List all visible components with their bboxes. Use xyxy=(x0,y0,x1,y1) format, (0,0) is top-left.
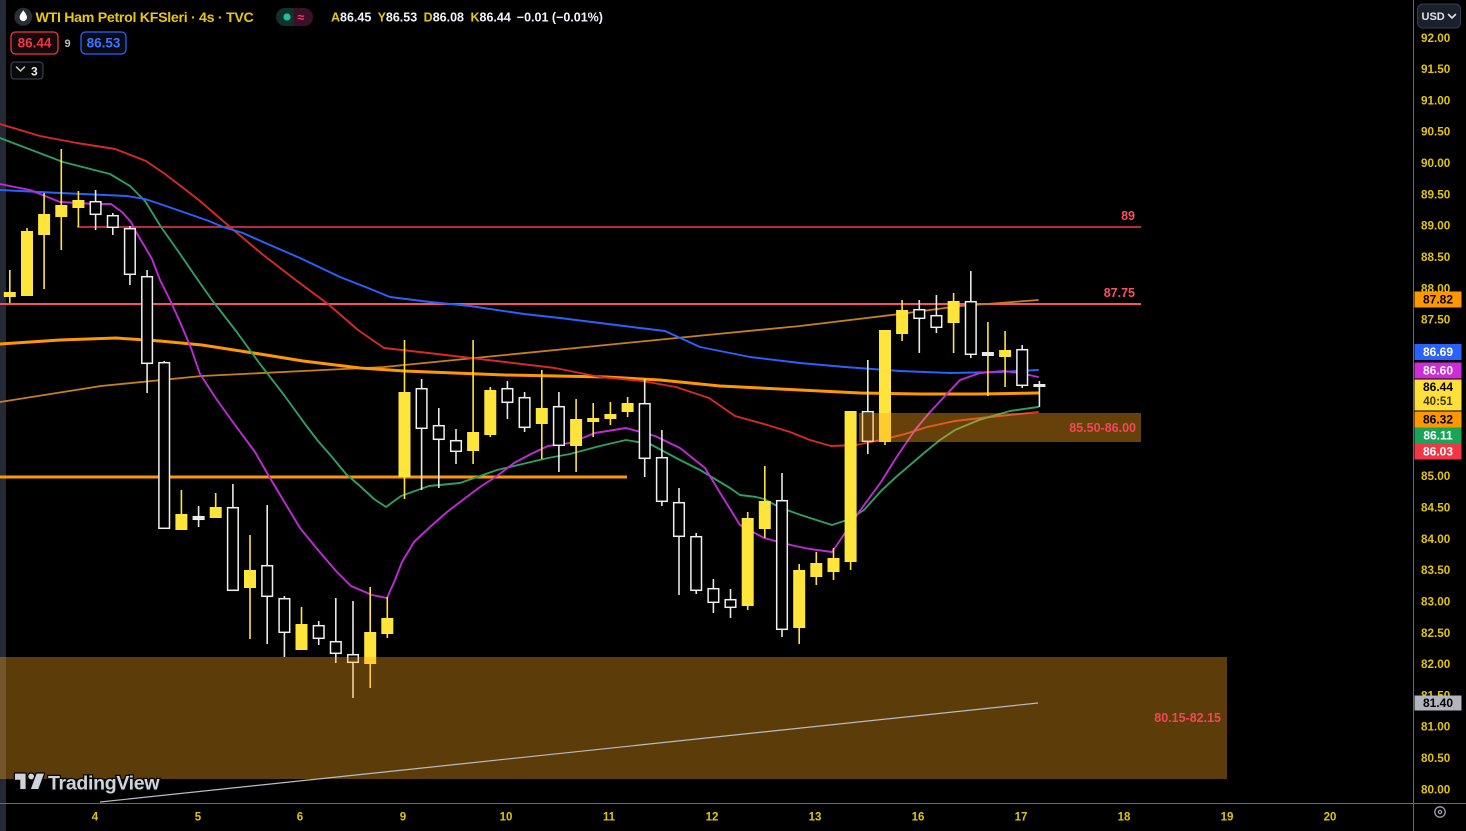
svg-text:12: 12 xyxy=(706,812,719,824)
svg-text:80.00: 80.00 xyxy=(1421,783,1451,796)
svg-text:90.50: 90.50 xyxy=(1421,126,1451,139)
svg-text:87.82: 87.82 xyxy=(1423,293,1453,307)
svg-text:9: 9 xyxy=(64,38,70,50)
svg-text:88.50: 88.50 xyxy=(1421,251,1451,264)
svg-text:84.00: 84.00 xyxy=(1421,533,1451,546)
svg-text:84.50: 84.50 xyxy=(1421,502,1451,515)
svg-text:92.00: 92.00 xyxy=(1421,32,1451,45)
svg-text:85.50-86.00: 85.50-86.00 xyxy=(1069,421,1136,435)
svg-text:18: 18 xyxy=(1118,812,1131,824)
svg-text:89: 89 xyxy=(1121,209,1135,223)
svg-text:83.50: 83.50 xyxy=(1421,564,1451,577)
svg-text:13: 13 xyxy=(809,812,822,824)
svg-text:19: 19 xyxy=(1221,812,1234,824)
svg-text:82.00: 82.00 xyxy=(1421,658,1451,671)
svg-text:86.69: 86.69 xyxy=(1423,345,1453,359)
svg-text:91.50: 91.50 xyxy=(1421,63,1451,76)
svg-text:81.00: 81.00 xyxy=(1421,721,1451,734)
svg-text:WTI Ham Petrol KFSleri · 4s ·: WTI Ham Petrol KFSleri · 4s · TVC xyxy=(36,10,254,26)
svg-text:86.44: 86.44 xyxy=(18,36,52,51)
svg-text:A86.45 Y86.53 D86.08 K86.44−0.: A86.45 Y86.53 D86.08 K86.44 −0.01 (−0.01%… xyxy=(331,10,603,24)
svg-text:86.03: 86.03 xyxy=(1423,445,1453,459)
svg-text:86.11: 86.11 xyxy=(1423,429,1453,443)
svg-text:87.50: 87.50 xyxy=(1421,314,1451,327)
svg-text:89.50: 89.50 xyxy=(1421,188,1451,201)
svg-text:87.75: 87.75 xyxy=(1104,286,1135,300)
svg-text:3: 3 xyxy=(31,64,38,78)
svg-text:4: 4 xyxy=(92,812,99,824)
svg-text:≈: ≈ xyxy=(298,11,305,25)
svg-text:86.32: 86.32 xyxy=(1423,413,1453,427)
svg-text:17: 17 xyxy=(1015,812,1028,824)
svg-text:11: 11 xyxy=(603,812,616,824)
svg-text:5: 5 xyxy=(195,812,202,824)
svg-text:10: 10 xyxy=(500,812,513,824)
svg-text:TradingView: TradingView xyxy=(48,773,160,795)
svg-text:80.15-82.15: 80.15-82.15 xyxy=(1154,711,1221,725)
svg-text:16: 16 xyxy=(912,812,925,824)
svg-text:86.53: 86.53 xyxy=(87,36,121,51)
svg-text:86.60: 86.60 xyxy=(1423,364,1453,378)
svg-text:USD: USD xyxy=(1422,11,1445,23)
svg-text:85.00: 85.00 xyxy=(1421,470,1451,483)
svg-text:83.00: 83.00 xyxy=(1421,596,1451,609)
svg-text:89.00: 89.00 xyxy=(1421,220,1451,233)
svg-text:80.50: 80.50 xyxy=(1421,752,1451,765)
svg-text:20: 20 xyxy=(1324,812,1337,824)
svg-text:6: 6 xyxy=(297,812,303,824)
svg-text:82.50: 82.50 xyxy=(1421,627,1451,640)
svg-text:91.00: 91.00 xyxy=(1421,94,1451,107)
svg-text:9: 9 xyxy=(400,812,406,824)
svg-text:81.40: 81.40 xyxy=(1423,696,1453,710)
svg-text:90.00: 90.00 xyxy=(1421,157,1451,170)
svg-text:40:51: 40:51 xyxy=(1423,396,1453,408)
svg-text:86.44: 86.44 xyxy=(1423,380,1453,394)
